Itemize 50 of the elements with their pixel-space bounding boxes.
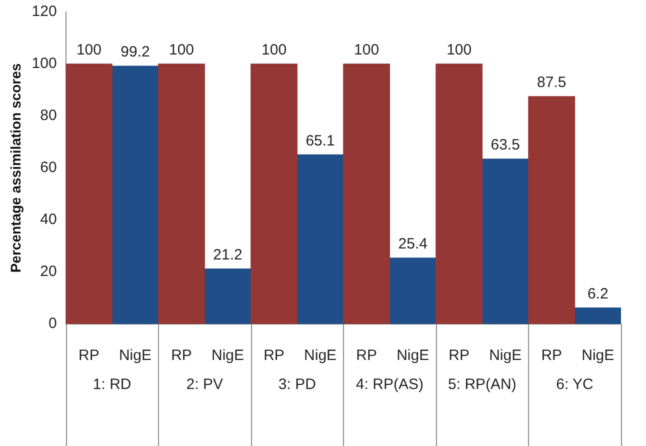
text: RP <box>264 347 284 364</box>
text: NigE <box>211 347 244 364</box>
data-label: 87.5 <box>537 74 566 92</box>
x-tick-label: 4: RP(AS) <box>356 376 424 394</box>
y-axis-title: Percentage assimilation scores <box>7 63 24 273</box>
bar <box>158 64 205 324</box>
text: RP <box>541 347 562 364</box>
bar <box>296 154 344 324</box>
data-label: 100 <box>446 42 472 59</box>
bar <box>389 258 436 324</box>
y-tick-label: 0 <box>48 315 57 332</box>
x-tick-label: 6: YC <box>556 376 594 394</box>
y-tick-label: 80 <box>40 107 57 124</box>
y-tick-label: 120 <box>32 3 57 20</box>
data-label: 21.2 <box>213 246 242 264</box>
text: NigE <box>489 347 522 364</box>
bar <box>250 64 298 324</box>
text: NigE <box>304 347 337 364</box>
bar <box>204 268 252 324</box>
text: NigE <box>582 347 614 364</box>
data-label: 100 <box>168 42 194 59</box>
data-label: 63.5 <box>490 136 520 154</box>
bar <box>436 64 483 324</box>
y-tick-label: 60 <box>40 159 57 176</box>
bar <box>343 64 390 324</box>
bar <box>574 308 622 324</box>
x-tick-label: 2: PV <box>186 376 223 394</box>
series-label: NigE <box>118 347 152 364</box>
data-label: 100 <box>354 42 380 59</box>
text: RP <box>448 347 470 364</box>
x-tick-label: 1: RD <box>92 376 132 394</box>
data-label: 99.2 <box>120 44 150 61</box>
y-tick-label: 20 <box>40 263 57 280</box>
data-label: 100 <box>262 42 287 59</box>
data-label: 6.2 <box>587 286 608 303</box>
series-label: RP <box>78 347 100 364</box>
text: RP <box>171 347 192 364</box>
bar <box>66 64 112 324</box>
data-label: 25.4 <box>398 236 428 253</box>
data-label: 65.1 <box>306 132 335 150</box>
bar <box>482 158 529 324</box>
text: NigE <box>396 347 430 364</box>
x-tick-label: 3: PD <box>278 376 316 394</box>
bar <box>528 96 576 324</box>
text: RP <box>356 347 377 364</box>
y-tick-label: 40 <box>40 211 57 228</box>
x-tick-label: 5: RP(AN) <box>448 376 516 394</box>
bar <box>112 66 159 324</box>
data-label: 100 <box>76 42 102 59</box>
y-tick-label: 100 <box>32 55 57 72</box>
